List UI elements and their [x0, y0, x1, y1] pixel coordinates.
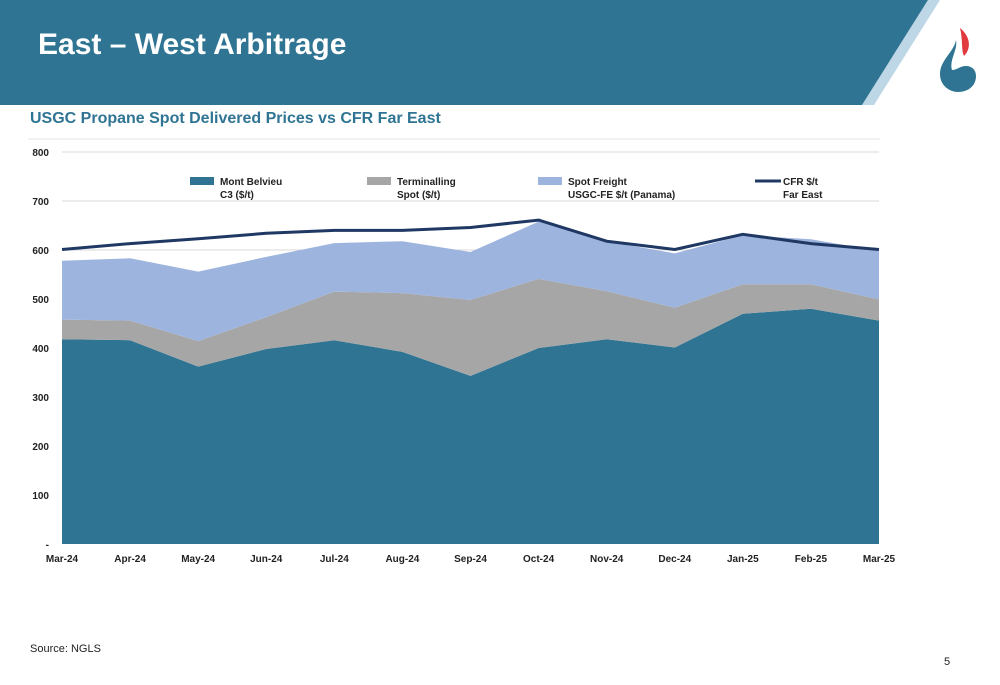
legend-label: USGC-FE $/t (Panama)	[568, 190, 675, 201]
y-tick-label: 600	[32, 246, 49, 257]
y-tick-label: 200	[32, 442, 49, 453]
page-title: East – West Arbitrage	[38, 28, 347, 61]
x-tick-label: Sep-24	[454, 554, 487, 565]
x-tick-label: Jan-25	[727, 554, 759, 565]
x-tick-label: Mar-24	[46, 554, 79, 565]
x-tick-label: Jun-24	[250, 554, 283, 565]
legend-item-1: Mont Belvieu C3 ($/t)	[190, 177, 282, 201]
x-tick-label: Feb-25	[795, 554, 828, 565]
legend-label: CFR $/t	[783, 177, 819, 188]
title-banner	[0, 0, 940, 105]
y-tick-label: 300	[32, 393, 49, 404]
source-note: Source: NGLS	[30, 643, 101, 655]
x-tick-label: Dec-24	[658, 554, 691, 565]
legend-item-4: CFR $/t Far East	[755, 177, 823, 201]
page-number: 5	[944, 656, 951, 668]
banner-accent-stripe	[862, 0, 940, 105]
y-tick-label: 800	[32, 148, 49, 159]
area-series-1	[62, 308, 879, 544]
y-tick-label: 100	[32, 491, 49, 502]
legend-swatch	[190, 177, 214, 185]
chart-legend: Mont Belvieu C3 ($/t) Terminalling Spot ($/…	[190, 177, 823, 201]
y-axis: - 100 200 300 400 500 600 700 800	[32, 148, 49, 551]
x-tick-label: Mar-25	[863, 554, 896, 565]
area-series-3	[62, 221, 879, 342]
legend-label: Mont Belvieu	[220, 177, 282, 188]
x-tick-label: Jul-24	[320, 554, 349, 565]
y-tick-label: 700	[32, 197, 49, 208]
legend-swatch	[367, 177, 391, 185]
flame-drop-logo-icon	[940, 28, 976, 92]
x-tick-label: Nov-24	[590, 554, 624, 565]
chart-subtitle: USGC Propane Spot Delivered Prices vs CF…	[30, 110, 441, 127]
y-tick-label: 500	[32, 295, 49, 306]
legend-item-3: Spot Freight USGC-FE $/t (Panama)	[538, 177, 675, 201]
line-series-1	[61, 218, 880, 251]
y-tick-label: -	[46, 540, 49, 551]
x-tick-label: Aug-24	[385, 554, 419, 565]
legend-label: Terminalling	[397, 177, 456, 188]
x-axis: Mar-24 Apr-24 May-24 Jun-24 Jul-24 Aug-24 Sep-…	[46, 554, 896, 565]
area-series-2	[62, 278, 879, 376]
legend-label: Spot Freight	[568, 177, 628, 188]
banner-fill	[0, 0, 928, 105]
legend-label: Spot ($/t)	[397, 190, 440, 201]
line-series-group	[61, 218, 880, 251]
area-series-group	[62, 221, 879, 544]
legend-item-2: Terminalling Spot ($/t)	[367, 177, 456, 201]
x-tick-label: Apr-24	[114, 554, 146, 565]
x-tick-label: May-24	[181, 554, 215, 565]
legend-label: C3 ($/t)	[220, 190, 254, 201]
legend-label: Far East	[783, 190, 823, 201]
y-tick-label: 400	[32, 344, 49, 355]
x-tick-label: Oct-24	[523, 554, 555, 565]
legend-swatch	[538, 177, 562, 185]
